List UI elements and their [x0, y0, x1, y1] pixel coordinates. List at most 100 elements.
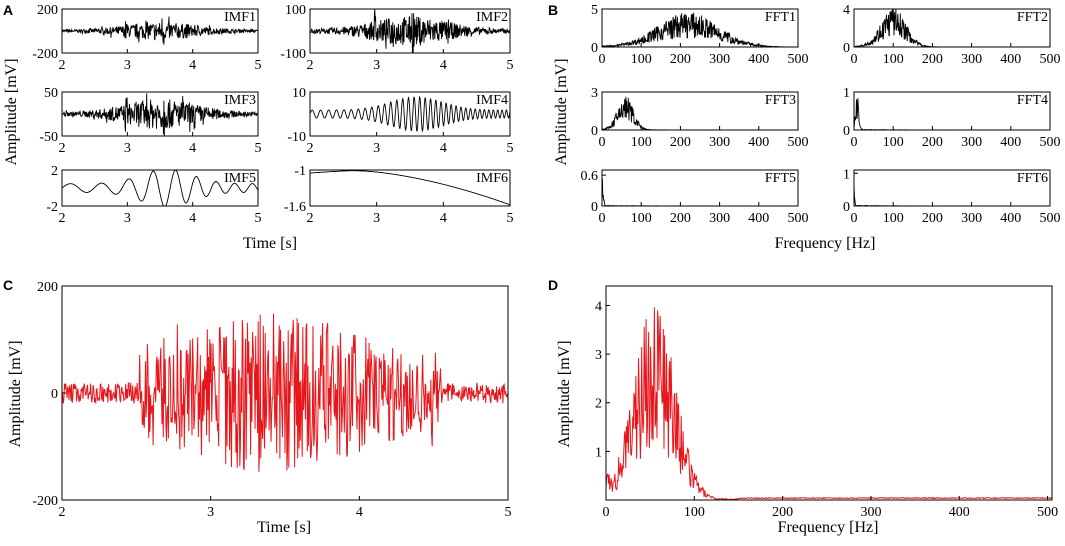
- panel-c-ytick-label: 0: [51, 387, 58, 402]
- fft2-xtick-label: 200: [922, 52, 943, 67]
- imf6-title: IMF6: [476, 171, 508, 186]
- fft6-ytick-label: 0: [843, 200, 850, 215]
- panel-d-series-line: [605, 307, 1053, 501]
- imf2-xtick-label: 4: [440, 58, 447, 73]
- imf1-ytick-label: -200: [32, 47, 58, 62]
- panel-c-ytick-label: 200: [37, 280, 58, 295]
- imf3-ytick-label: -50: [39, 130, 58, 145]
- fft5-xtick-label: 300: [709, 211, 730, 226]
- panel-d-xlabel: Frequency [Hz]: [778, 519, 879, 536]
- panel-c-xtick-label: 5: [505, 505, 512, 520]
- fft4-title: FFT4: [1017, 93, 1048, 108]
- panel-letter-b: B: [548, 2, 558, 18]
- imf2-series-line: [309, 8, 511, 54]
- panel-d-xtick-label: 200: [772, 505, 793, 520]
- fft1-xtick-label: 500: [788, 52, 809, 67]
- fft4-xtick-label: 100: [883, 135, 904, 150]
- imf2-ytick-label: -100: [280, 47, 306, 62]
- panel-b-xlabel: Frequency [Hz]: [775, 235, 876, 252]
- imf3-xtick-label: 5: [255, 141, 262, 156]
- panel-c-xtick-label: 3: [207, 505, 214, 520]
- imf4-title: IMF4: [476, 93, 508, 108]
- chart-imf2: IMF2 2 3 4 5 100 -100: [280, 3, 513, 73]
- panel-d-xtick-label: 0: [603, 505, 610, 520]
- fft6-xtick-label: 200: [922, 211, 943, 226]
- imf3-axes-frame: [61, 91, 259, 137]
- imf6-xtick-label: 4: [440, 211, 447, 226]
- imf6-axes-frame: [309, 169, 511, 207]
- fft4-axes-frame: [853, 91, 1051, 131]
- chart-fft3: FFT3 0 100 200 300 400 500 3 0: [591, 86, 809, 150]
- fft3-ytick-label: 0: [591, 124, 598, 139]
- imf1-xtick-label: 5: [255, 58, 262, 73]
- imf5-ytick-label: 2: [51, 164, 58, 179]
- fft1-xtick-label: 0: [599, 52, 606, 67]
- panel-d-ytick-label: 2: [595, 397, 602, 412]
- imf5-title: IMF5: [224, 171, 256, 186]
- panel-c-xlabel: Time [s]: [257, 519, 311, 536]
- fft4-xtick-label: 500: [1040, 135, 1061, 150]
- fft2-xtick-label: 400: [1000, 52, 1021, 67]
- fft5-xtick-label: 200: [670, 211, 691, 226]
- chart-fft1: FFT1 0 100 200 300 400 500 5 0: [591, 3, 809, 67]
- fft3-xtick-label: 500: [788, 135, 809, 150]
- panel-d-xtick-label: 500: [1037, 505, 1058, 520]
- chart-imf6: IMF6 2 3 4 5 -1 -1.6: [284, 164, 514, 226]
- imf5-xtick-label: 5: [255, 211, 262, 226]
- imf2-xtick-label: 2: [307, 58, 314, 73]
- fft6-xtick-label: 400: [1000, 211, 1021, 226]
- panel-a-ylabel: Amplitude [mV]: [3, 58, 20, 165]
- imf1-axes-frame: [61, 8, 259, 54]
- fft5-xtick-label: 0: [599, 211, 606, 226]
- fft3-ytick-label: 3: [591, 86, 598, 101]
- fft1-axes-frame: [601, 8, 799, 48]
- panel-c-ytick-label: -200: [32, 494, 58, 509]
- fft6-series-line: [853, 185, 1050, 207]
- fft3-xtick-label: 300: [709, 135, 730, 150]
- fft2-xtick-label: 0: [851, 52, 858, 67]
- fft6-xtick-label: 500: [1040, 211, 1061, 226]
- imf4-ytick-label: 10: [292, 86, 306, 101]
- imf3-series-line: [61, 93, 259, 137]
- fft6-xtick-label: 100: [883, 211, 904, 226]
- fft2-ytick-label: 4: [843, 3, 850, 18]
- panel-c-series-line: [61, 313, 509, 472]
- panel-a-xlabel: Time [s]: [243, 235, 297, 252]
- panel-d-axes-frame: [605, 285, 1053, 501]
- fft5-xtick-label: 100: [631, 211, 652, 226]
- imf3-xtick-label: 4: [189, 141, 196, 156]
- imf5-xtick-label: 4: [189, 211, 196, 226]
- imf4-xtick-label: 3: [373, 141, 380, 156]
- fft1-title: FFT1: [765, 10, 796, 25]
- fft4-xtick-label: 300: [961, 135, 982, 150]
- imf1-series-line: [61, 16, 259, 45]
- imf3-xtick-label: 2: [59, 141, 66, 156]
- panel-d-ylabel: Amplitude [mV]: [556, 340, 573, 447]
- fft3-xtick-label: 100: [631, 135, 652, 150]
- chart-panel-d: 0 100 200 300 400 500 4 3 2 1: [595, 285, 1058, 520]
- fft5-xtick-label: 500: [788, 211, 809, 226]
- fft6-title: FFT6: [1017, 171, 1048, 186]
- fft5-xtick-label: 400: [748, 211, 769, 226]
- chart-fft4: FFT4 0 100 200 300 400 500 1 0: [843, 86, 1061, 150]
- fft3-xtick-label: 200: [670, 135, 691, 150]
- panel-d-xtick-label: 300: [860, 505, 881, 520]
- fft4-ytick-label: 1: [843, 86, 850, 101]
- imf2-axes-frame: [309, 8, 511, 54]
- imf4-axes-frame: [309, 91, 511, 137]
- imf3-title: IMF3: [224, 93, 256, 108]
- imf1-xtick-label: 2: [59, 58, 66, 73]
- fft4-xtick-label: 200: [922, 135, 943, 150]
- panel-letter-d: D: [548, 277, 558, 293]
- panel-b-ylabel: Amplitude [mV]: [553, 58, 570, 165]
- imf2-xtick-label: 5: [507, 58, 514, 73]
- fft1-series-line: [601, 12, 798, 48]
- fft5-ytick-label: 0: [591, 200, 598, 215]
- fft6-xtick-label: 300: [961, 211, 982, 226]
- fft3-xtick-label: 400: [748, 135, 769, 150]
- fft3-axes-frame: [601, 91, 799, 131]
- chart-imf3: IMF3 2 3 4 5 50 -50: [39, 86, 261, 156]
- panel-c-xtick-label: 2: [59, 505, 66, 520]
- imf4-xtick-label: 4: [440, 141, 447, 156]
